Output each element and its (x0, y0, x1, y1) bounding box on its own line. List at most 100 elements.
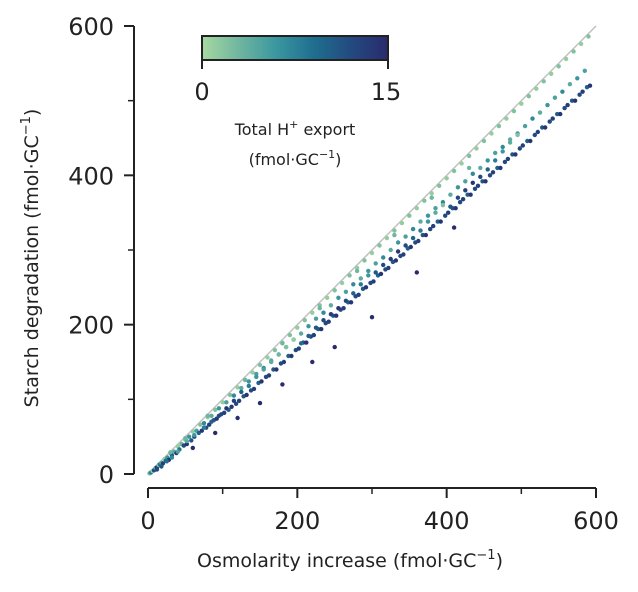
data-point (224, 400, 229, 405)
data-point (392, 232, 397, 238)
data-point (478, 165, 483, 171)
data-point (541, 79, 546, 84)
data-point (485, 167, 490, 172)
data-point (265, 355, 270, 360)
data-point (272, 347, 278, 353)
data-point (339, 280, 345, 286)
data-point (366, 268, 371, 274)
data-point (224, 406, 229, 411)
data-point (186, 434, 192, 439)
data-point (310, 310, 315, 315)
data-point (310, 359, 315, 365)
data-point (386, 265, 391, 271)
data-point (289, 353, 294, 359)
y-tick-label: 200 (68, 312, 114, 340)
data-point (231, 393, 237, 398)
data-point (269, 359, 274, 365)
colorbar-unit-sup: −1 (319, 148, 335, 161)
data-point (511, 108, 517, 114)
data-point (414, 270, 419, 275)
data-point (347, 273, 352, 278)
data-point (209, 413, 214, 418)
data-point (341, 306, 346, 311)
data-point (481, 138, 487, 144)
data-point (457, 200, 463, 205)
data-point (198, 422, 203, 427)
data-point (192, 433, 197, 438)
data-point (565, 102, 570, 108)
colorbar: 0 15 Total H+ export (fmol·GC−1) (194, 35, 402, 169)
data-point (418, 228, 423, 233)
data-point (444, 176, 449, 181)
data-point (446, 210, 451, 215)
data-point (296, 346, 301, 351)
data-point (317, 306, 322, 311)
data-point (378, 271, 384, 277)
data-point (384, 235, 390, 241)
data-point (545, 102, 550, 108)
data-point (500, 149, 505, 154)
data-point (515, 132, 520, 138)
data-point (381, 255, 386, 260)
colorbar-tick-label-min: 0 (194, 78, 209, 106)
data-point (276, 352, 281, 357)
data-point (504, 116, 509, 121)
data-point (451, 168, 457, 174)
data-point (295, 325, 300, 330)
data-point (587, 83, 593, 88)
data-point (463, 179, 468, 184)
data-point (493, 158, 498, 163)
data-point (558, 111, 563, 117)
data-point (205, 413, 210, 418)
data-point (556, 64, 561, 69)
data-point (493, 150, 498, 156)
data-point (459, 161, 464, 166)
colorbar-unit-end: ) (335, 150, 341, 169)
data-point (319, 326, 324, 332)
colorbar-tick-label-max: 15 (371, 78, 402, 106)
data-point (328, 312, 334, 317)
data-point (183, 436, 188, 441)
data-point (532, 132, 537, 138)
data-point (437, 183, 442, 188)
data-point (474, 146, 479, 151)
data-point (220, 400, 225, 405)
data-point (547, 119, 552, 124)
data-point (348, 300, 354, 305)
data-point (534, 86, 539, 91)
data-point (239, 389, 244, 395)
data-point (216, 413, 222, 418)
data-point (169, 455, 175, 460)
data-point (154, 467, 160, 472)
data-point (393, 258, 399, 263)
data-point (235, 385, 240, 390)
data-point (251, 386, 257, 392)
data-point (537, 110, 543, 115)
data-point (483, 179, 488, 184)
x-axis-title-end: ) (496, 550, 503, 572)
data-point (425, 213, 431, 218)
data-point (563, 56, 569, 62)
data-point (425, 219, 431, 224)
data-point (578, 41, 584, 47)
data-point (332, 344, 337, 350)
data-point (414, 206, 419, 211)
data-point (175, 449, 181, 454)
data-point (209, 419, 214, 424)
data-point (242, 377, 248, 383)
data-point (549, 71, 554, 77)
data-point (358, 282, 363, 287)
plot-area (147, 25, 597, 476)
data-point (572, 98, 578, 103)
data-point (410, 235, 416, 241)
data-point (418, 219, 423, 224)
data-point (313, 316, 319, 321)
data-point (159, 464, 164, 469)
data-point (302, 318, 307, 323)
data-point (343, 298, 349, 303)
y-tick-label: 0 (99, 461, 114, 489)
data-point (287, 332, 293, 338)
data-point (392, 228, 397, 233)
x-tick-label: 0 (140, 507, 155, 535)
